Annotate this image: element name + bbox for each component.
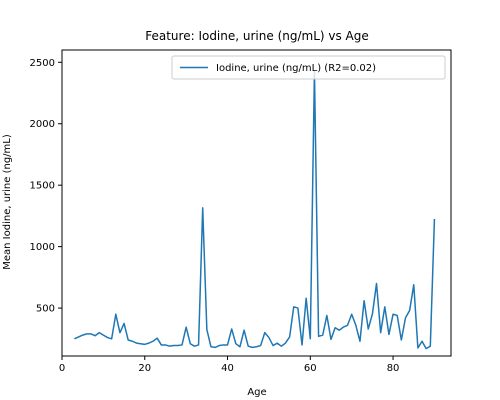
y-tick-label: 2500 bbox=[30, 58, 55, 69]
y-axis-label: Mean Iodine, urine (ng/mL) bbox=[2, 134, 13, 270]
x-axis-ticks: 0 20 40 60 80 bbox=[59, 356, 400, 374]
chart-title: Feature: Iodine, urine (ng/mL) vs Age bbox=[145, 29, 369, 43]
x-axis-label: Age bbox=[247, 387, 266, 398]
y-tick-label: 1500 bbox=[30, 181, 55, 192]
x-tick-label: 60 bbox=[304, 363, 317, 374]
legend-box bbox=[171, 55, 446, 80]
y-axis-ticks: 500 1000 1500 2000 2500 bbox=[30, 58, 62, 315]
x-tick-label: 0 bbox=[59, 363, 65, 374]
x-tick-label: 40 bbox=[221, 363, 234, 374]
legend-entry-label: Iodine, urine (ng/mL) (R2=0.02) bbox=[216, 63, 376, 74]
plot-frame bbox=[61, 49, 452, 357]
y-tick-label: 1000 bbox=[30, 242, 55, 253]
y-tick-label: 2000 bbox=[30, 119, 55, 130]
legend: Iodine, urine (ng/mL) (R2=0.02) bbox=[171, 55, 446, 80]
series-layer bbox=[74, 70, 436, 350]
x-tick-label: 20 bbox=[138, 363, 151, 374]
x-tick-label: 80 bbox=[387, 363, 400, 374]
y-tick-label: 500 bbox=[36, 304, 55, 315]
series-line bbox=[74, 70, 436, 350]
